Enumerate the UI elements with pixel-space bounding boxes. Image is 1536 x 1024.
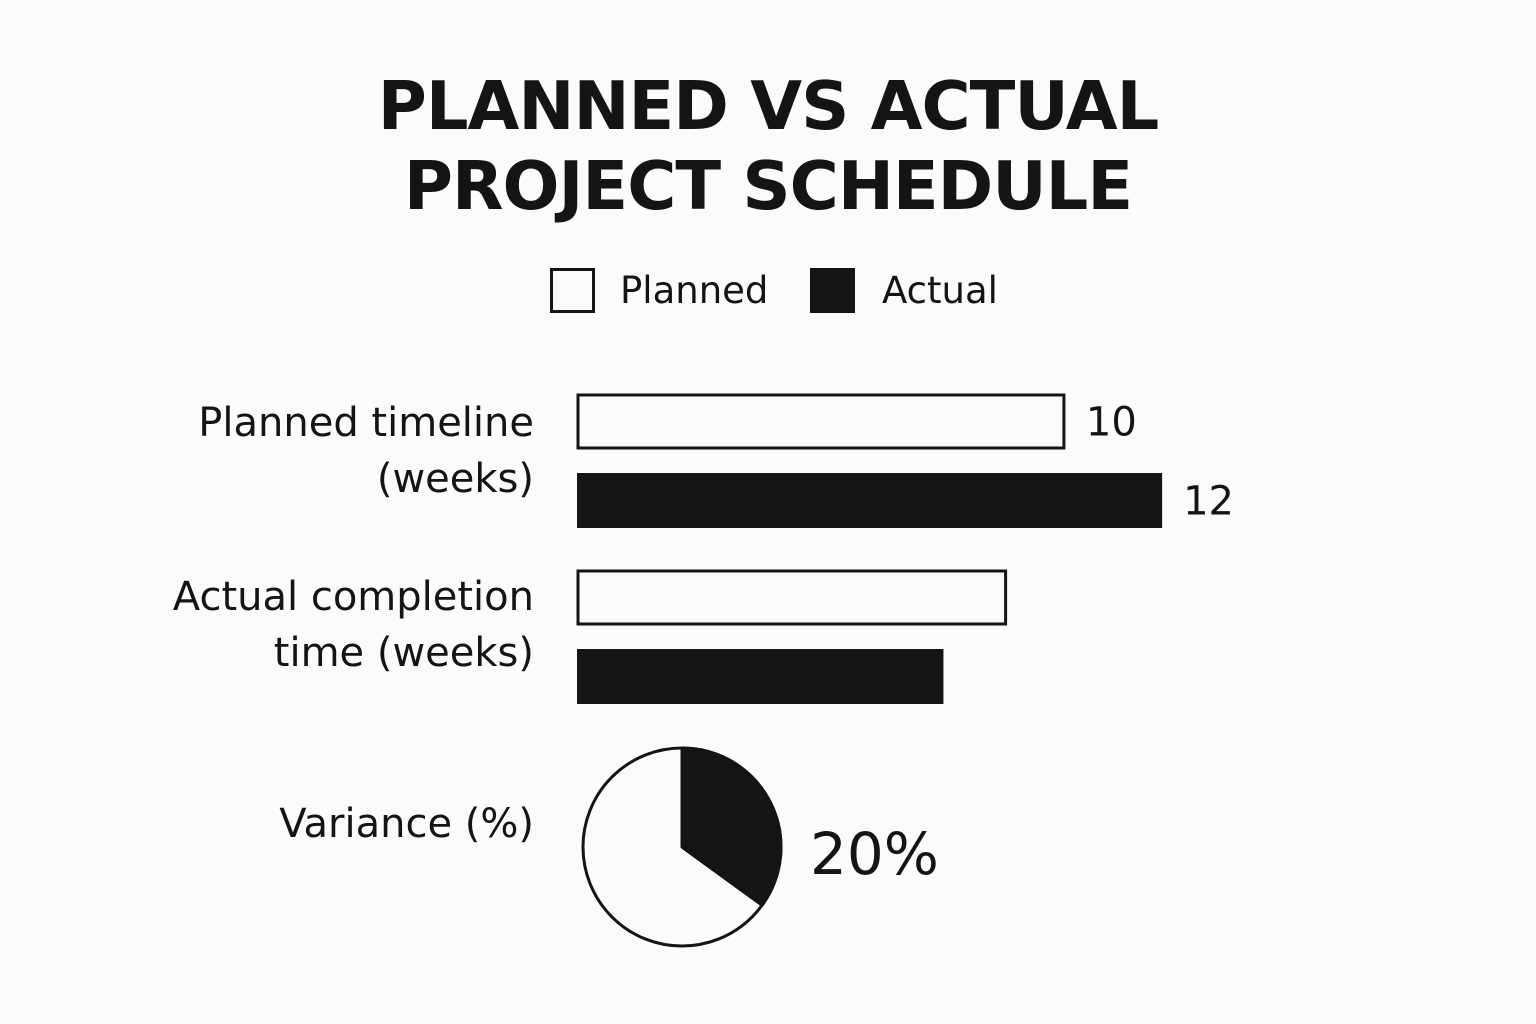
variance-pie-slice: [680, 746, 783, 907]
chart-title-line-2: PROJECT SCHEDULE: [403, 147, 1133, 225]
bar-planned-2: [576, 569, 1008, 626]
bar-planned-1: [576, 393, 1066, 450]
legend-swatch-actual: [810, 268, 855, 313]
value-label-planned-1: 10: [1086, 400, 1137, 446]
category-label-line: Planned timeline: [198, 400, 534, 446]
bar-actual-1: [577, 473, 1163, 528]
category-label-actual-completion: Actual completion time (weeks): [173, 569, 534, 681]
category-label-line: (weeks): [376, 456, 534, 502]
variance-pie-divider: [681, 845, 763, 907]
legend-swatch-planned: [550, 268, 595, 313]
value-label-actual-1: 12: [1183, 479, 1234, 525]
variance-value-label: 20%: [810, 820, 939, 888]
category-label-planned-timeline: Planned timeline (weeks): [198, 395, 534, 507]
bar-actual-2: [577, 649, 944, 704]
chart-title: PLANNED VS ACTUAL PROJECT SCHEDULE: [0, 66, 1536, 226]
category-label-line: Actual completion: [172, 574, 534, 620]
legend-label-actual: Actual: [882, 269, 998, 312]
variance-label: Variance (%): [279, 801, 534, 847]
category-label-line: time (weeks): [273, 630, 534, 676]
chart-title-line-1: PLANNED VS ACTUAL: [377, 67, 1160, 145]
legend-label-planned: Planned: [620, 269, 769, 312]
